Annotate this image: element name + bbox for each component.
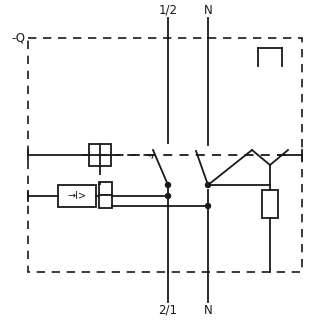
Text: N: N (204, 4, 212, 17)
Bar (99, 182, 112, 195)
Circle shape (165, 194, 171, 198)
Text: →I>: →I> (68, 191, 87, 201)
Circle shape (165, 182, 171, 188)
Circle shape (205, 182, 211, 188)
Text: 1/2: 1/2 (158, 4, 178, 17)
Bar (58, 185, 96, 207)
Bar (262, 190, 278, 218)
Text: -Q: -Q (11, 31, 25, 44)
Bar (99, 195, 112, 208)
Text: 2/1: 2/1 (158, 303, 178, 316)
Bar (28, 38, 302, 272)
Circle shape (205, 204, 211, 209)
Text: N: N (204, 303, 212, 316)
Bar (89, 144, 111, 166)
